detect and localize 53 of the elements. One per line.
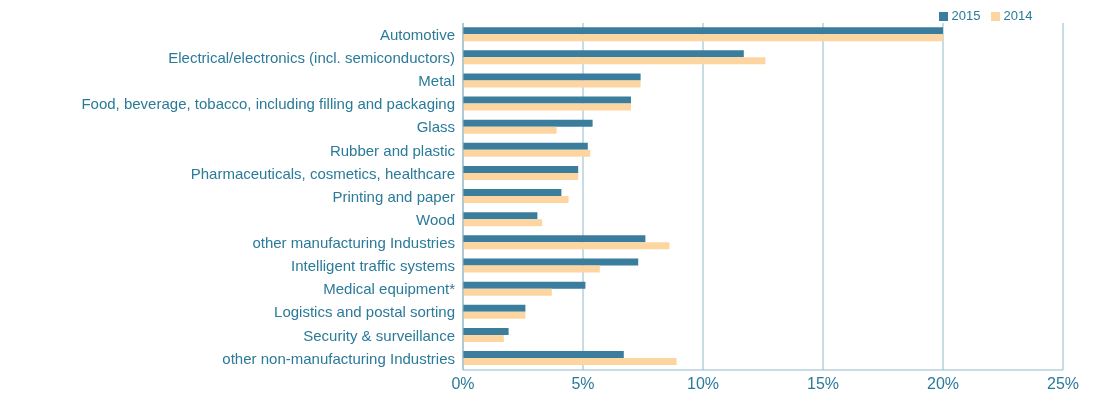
y-tick-label: Rubber and plastic: [329, 141, 456, 159]
y-tick-label: Automotive: [379, 25, 455, 43]
bar: [463, 288, 552, 296]
bar: [463, 334, 504, 342]
y-tick-label: Metal: [418, 72, 455, 90]
bar: [463, 103, 631, 111]
bar: [463, 311, 526, 319]
bar: [463, 34, 943, 42]
x-tick-label: 0%: [451, 375, 475, 393]
x-tick-label: 15%: [806, 375, 840, 393]
bar: [463, 27, 943, 35]
y-tick-label: Pharmaceuticals, cosmetics, healthcare: [190, 164, 455, 182]
bar: [463, 351, 624, 359]
bar: [463, 80, 641, 88]
bar: [463, 219, 543, 227]
x-tick-label: 20%: [926, 375, 960, 393]
bar: [463, 73, 641, 81]
y-tick-label: other manufacturing Industries: [252, 234, 455, 252]
bar: [463, 265, 600, 273]
y-tick-label: Wood: [416, 210, 455, 228]
bar: [463, 96, 631, 104]
bar: [463, 189, 562, 197]
bar: [463, 172, 579, 180]
y-tick-label: Logistics and postal sorting: [274, 303, 455, 321]
bar: [463, 327, 509, 335]
bar: [463, 142, 588, 150]
bar: [463, 258, 639, 266]
bar: [463, 212, 538, 220]
y-tick-label: Medical equipment*: [323, 280, 456, 298]
x-tick-label: 5%: [571, 375, 595, 393]
legend-label: 2015: [951, 8, 981, 23]
bar: [463, 242, 670, 250]
x-tick-label: 10%: [686, 375, 720, 393]
bar: [463, 165, 579, 173]
y-tick-label: Security & surveillance: [303, 326, 455, 344]
bar: [463, 304, 526, 312]
bar: [463, 50, 744, 58]
bar: [463, 358, 677, 366]
y-tick-label: Food, beverage, tobacco, including filling and packaging: [81, 95, 455, 113]
bar: [463, 57, 766, 65]
y-tick-label: other non-manufacturing Industries: [222, 349, 455, 367]
bar: [463, 281, 586, 289]
y-tick-label: Glass: [416, 118, 455, 136]
y-tick-label: Electrical/electronics (incl. semiconductors): [168, 49, 455, 67]
bar: [463, 119, 593, 127]
x-tick-label: 25%: [1046, 375, 1080, 393]
bar: [463, 126, 557, 134]
bar: [463, 149, 591, 157]
y-tick-label: Intelligent traffic systems: [291, 257, 455, 275]
legend-label: 2014: [1003, 8, 1033, 23]
bar: [463, 196, 569, 204]
y-tick-label: Printing and paper: [332, 187, 455, 205]
bar: [463, 235, 646, 243]
